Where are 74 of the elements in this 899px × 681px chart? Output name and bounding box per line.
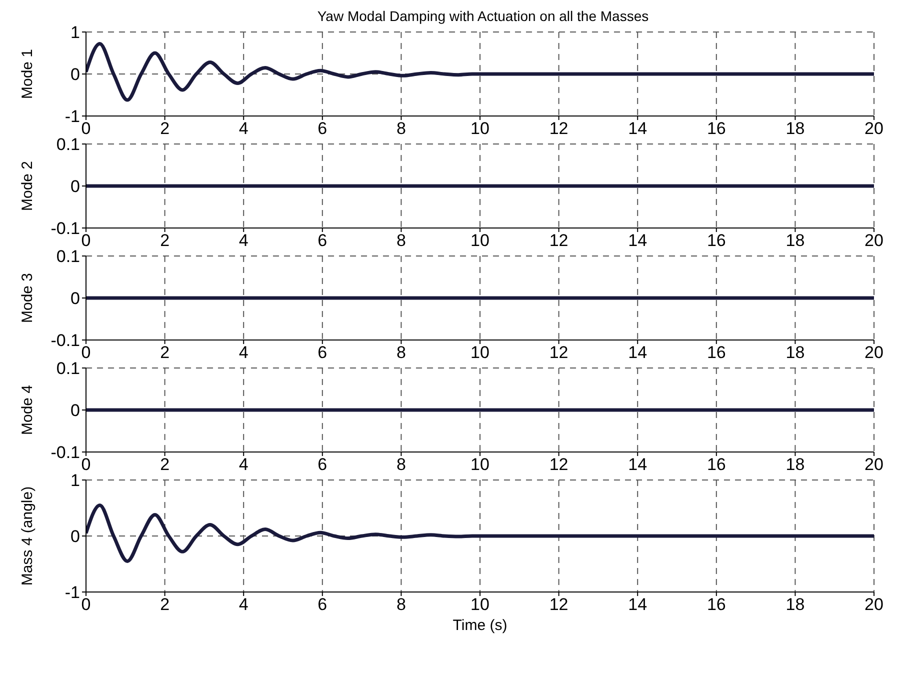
x-tick-label: 6 xyxy=(318,119,328,138)
x-tick-label: 16 xyxy=(706,119,726,138)
x-axis-title: Time (s) xyxy=(452,617,508,634)
y-axis-title: Mass 4 (angle) xyxy=(19,486,36,586)
x-tick-label: 8 xyxy=(396,119,406,138)
y-tick-label: 0.1 xyxy=(56,247,80,266)
x-tick-label: 12 xyxy=(549,343,568,362)
x-tick-label: 2 xyxy=(160,343,170,362)
x-tick-label: 4 xyxy=(238,343,248,362)
line-series xyxy=(86,42,874,102)
y-tick-label: 0.1 xyxy=(56,359,80,378)
y-tick-label: 0 xyxy=(70,527,80,546)
line-series xyxy=(86,503,874,563)
y-tick-label: -0.1 xyxy=(50,219,80,238)
y-tick-label: 0.1 xyxy=(56,135,80,154)
x-tick-label: 6 xyxy=(318,231,328,250)
x-tick-label: 14 xyxy=(628,455,648,474)
x-tick-label: 14 xyxy=(628,343,648,362)
x-tick-label: 8 xyxy=(396,455,406,474)
y-tick-label: -0.1 xyxy=(50,443,80,462)
x-tick-label: 6 xyxy=(318,343,328,362)
y-tick-label: 0 xyxy=(70,289,80,308)
x-tick-label: 4 xyxy=(238,455,248,474)
x-tick-label: 8 xyxy=(396,343,406,362)
y-axis-title: Mode 4 xyxy=(19,384,36,436)
x-tick-label: 2 xyxy=(160,455,170,474)
y-tick-label: 0 xyxy=(70,177,80,196)
y-tick-label: 0 xyxy=(70,65,80,84)
x-tick-label: 12 xyxy=(549,455,568,474)
x-tick-label: 14 xyxy=(628,119,648,138)
x-tick-label: 14 xyxy=(628,595,648,614)
x-tick-label: 14 xyxy=(628,231,648,250)
x-tick-label: 16 xyxy=(706,343,726,362)
x-tick-label: 10 xyxy=(470,231,490,250)
y-tick-label: 1 xyxy=(70,471,80,490)
x-tick-label: 18 xyxy=(786,231,805,250)
x-tick-label: 20 xyxy=(864,595,884,614)
x-tick-label: 20 xyxy=(864,343,884,362)
x-tick-label: 20 xyxy=(864,231,884,250)
x-tick-label: 18 xyxy=(786,455,805,474)
x-tick-label: 10 xyxy=(470,343,490,362)
x-tick-label: 20 xyxy=(864,455,884,474)
x-tick-label: 18 xyxy=(786,119,805,138)
y-tick-label: 1 xyxy=(70,23,80,42)
x-tick-label: 8 xyxy=(396,595,406,614)
x-tick-label: 6 xyxy=(318,455,328,474)
y-tick-label: -1 xyxy=(64,583,80,602)
x-tick-label: 16 xyxy=(706,231,726,250)
x-tick-label: 4 xyxy=(238,231,248,250)
x-tick-label: 4 xyxy=(238,119,248,138)
x-tick-label: 16 xyxy=(706,455,726,474)
y-tick-label: 0 xyxy=(70,401,80,420)
x-tick-label: 12 xyxy=(549,231,568,250)
x-tick-label: 8 xyxy=(396,231,406,250)
x-tick-label: 18 xyxy=(786,595,805,614)
x-tick-label: 16 xyxy=(706,595,726,614)
y-axis-title: Mode 1 xyxy=(19,48,36,100)
y-tick-label: -1 xyxy=(64,107,80,126)
x-tick-label: 2 xyxy=(160,595,170,614)
x-tick-label: 12 xyxy=(549,595,568,614)
x-tick-label: 4 xyxy=(238,595,248,614)
x-tick-label: 10 xyxy=(470,455,490,474)
y-tick-label: -0.1 xyxy=(50,331,80,350)
y-axis-title: Mode 3 xyxy=(19,272,36,324)
x-tick-label: 18 xyxy=(786,343,805,362)
x-tick-label: 10 xyxy=(470,595,490,614)
x-tick-label: 2 xyxy=(160,119,170,138)
x-tick-label: 10 xyxy=(470,119,490,138)
x-tick-label: 6 xyxy=(318,595,328,614)
x-tick-label: 2 xyxy=(160,231,170,250)
y-axis-title: Mode 2 xyxy=(19,160,36,212)
chart-title: Yaw Modal Damping with Actuation on all the Masses xyxy=(316,8,650,24)
x-tick-label: 12 xyxy=(549,119,568,138)
x-tick-label: 20 xyxy=(864,119,884,138)
